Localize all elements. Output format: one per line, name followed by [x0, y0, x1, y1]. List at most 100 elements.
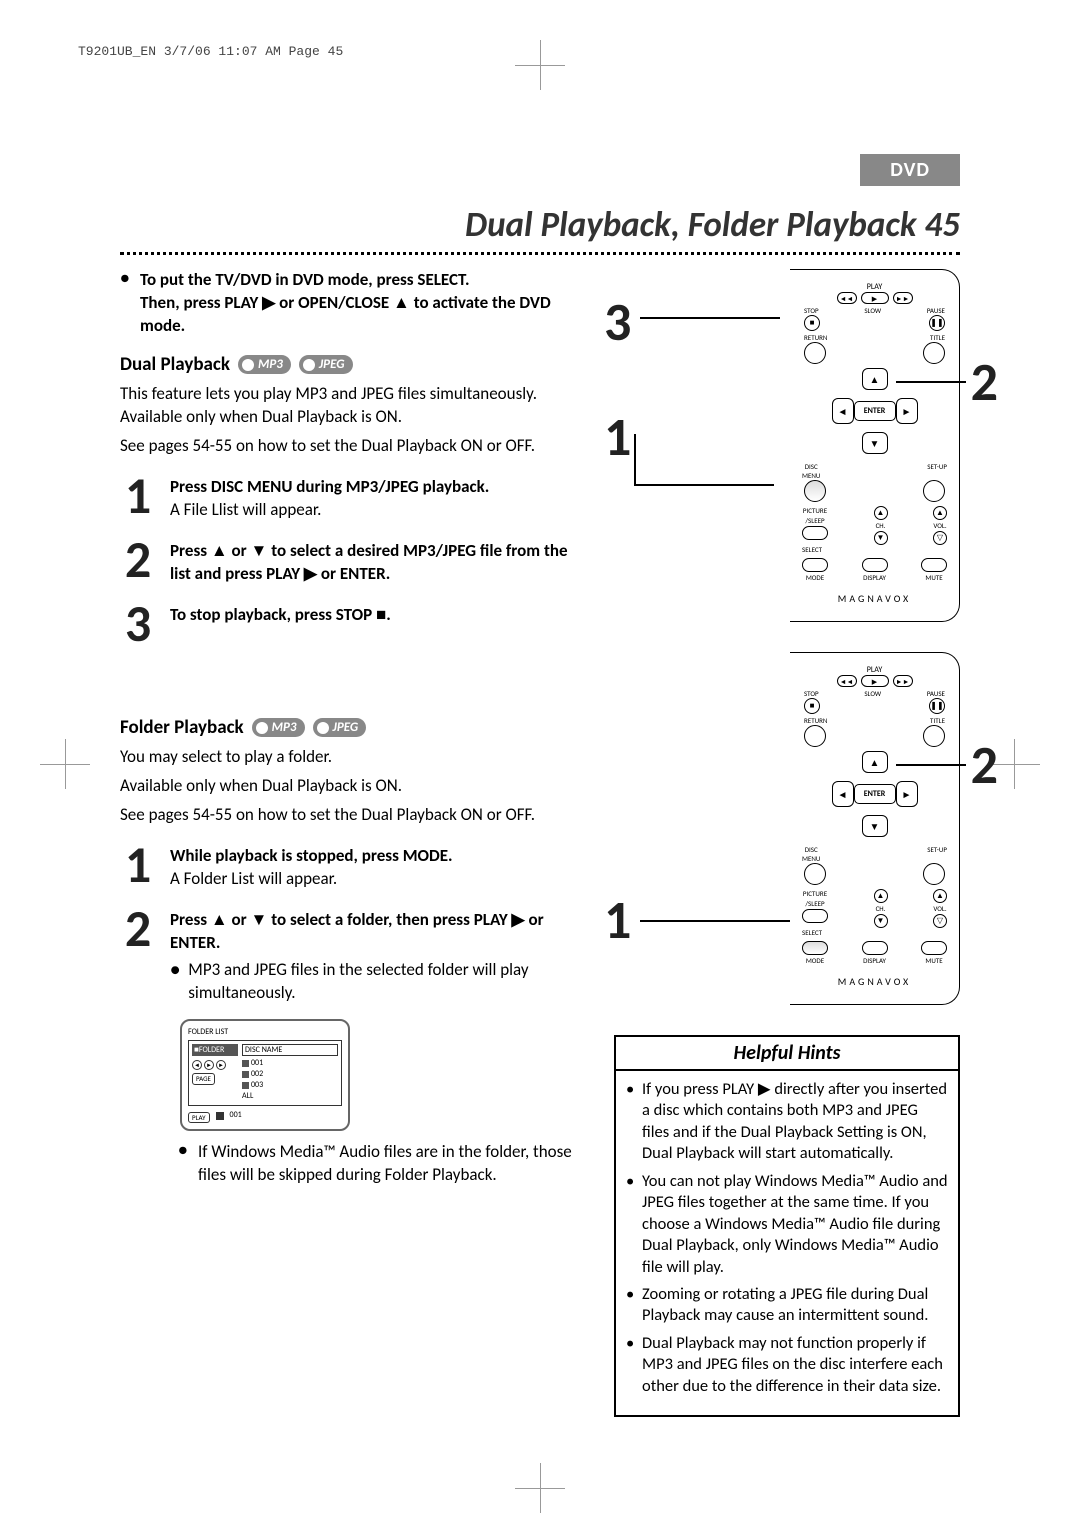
remote-setup-label: SET-UP	[927, 845, 947, 863]
folder-step-1: 1 While playback is stopped, press MODE.…	[120, 841, 590, 891]
folder-p1: You may select to play a folder.	[120, 746, 590, 769]
folder-p2: Available only when Dual Playback is ON.	[120, 775, 590, 798]
remote-ch-label: CH.	[876, 904, 886, 913]
picture-button-icon	[802, 909, 828, 923]
forward-icon: ►►	[893, 675, 913, 687]
callout-line	[640, 317, 780, 319]
callout-2: 2	[971, 732, 998, 798]
rewind-icon: ◄◄	[837, 675, 857, 687]
picture-button-icon	[802, 526, 828, 540]
vol-down-icon: ▽	[933, 914, 947, 928]
remote-select-label: SELECT	[798, 545, 951, 554]
remote-diagram-2: PLAY ◄◄ ▶ ►► STOPSLOWPAUSE ■❚❚ RETURNTIT…	[790, 652, 960, 1005]
remote-slow-label: SLOW	[864, 689, 881, 698]
page-title: Dual Playback, Folder Playback 45	[120, 186, 960, 246]
hint-item: If you press PLAY ▶ directly after you i…	[626, 1079, 948, 1165]
play-icon: ▶	[861, 292, 889, 304]
remote-pause-label: PAUSE	[927, 306, 945, 315]
folder-note: If Windows Media™ Audio files are in the…	[198, 1141, 590, 1187]
remote-menu-label: MENU	[802, 471, 820, 480]
bullet-icon: ●	[178, 1141, 190, 1187]
remote-sleep-label: /SLEEP	[805, 899, 824, 908]
remote-mode-label: MODE	[806, 956, 824, 965]
step-bold: While playback is stopped, press MODE.	[170, 845, 590, 868]
diag-row: 002	[242, 1069, 338, 1080]
callout-1: 1	[604, 404, 631, 470]
crop-mark-top	[540, 40, 541, 90]
jpeg-badge: JPEG	[299, 355, 353, 375]
bullet-icon: ●	[120, 269, 132, 338]
remote-title-label: TITLE	[930, 333, 945, 342]
intro-line2: Then, press PLAY ▶ or OPEN/CLOSE ▲ to ac…	[140, 292, 551, 336]
callout-line	[896, 764, 966, 766]
return-button-icon	[804, 725, 826, 747]
step-bold: Press ▲ or ▼ to select a desired MP3/JPE…	[170, 540, 590, 586]
mute-button-icon	[921, 558, 947, 572]
remote-brand: MAGNAVOX	[798, 975, 951, 988]
play-icon: ▶	[861, 675, 889, 687]
remote-setup-label: SET-UP	[927, 462, 947, 480]
remote-menu-label: MENU	[802, 854, 820, 863]
diag-page-btn: PAGE	[192, 1073, 215, 1084]
diag-disc-name: DISC NAME	[242, 1044, 338, 1057]
ch-down-icon: ▼	[874, 531, 888, 545]
nav-right-icon: ►	[896, 781, 918, 807]
step-number: 2	[120, 536, 156, 586]
page-number: 45	[925, 204, 960, 246]
stop-button-icon: ■	[804, 315, 820, 331]
diag-sel: 001	[230, 1110, 242, 1121]
print-header: T9201UB_EN 3/7/06 11:07 AM Page 45	[78, 44, 343, 59]
remote-pause-label: PAUSE	[927, 689, 945, 698]
dotted-rule	[120, 252, 960, 255]
vol-up-icon: ▲	[933, 889, 947, 903]
ch-up-icon: ▲	[874, 889, 888, 903]
dual-p1: This feature lets you play MP3 and JPEG …	[120, 383, 590, 429]
diag-nav-icons: ◄►►	[192, 1060, 238, 1070]
step-number: 1	[120, 841, 156, 891]
nav-up-icon: ▲	[862, 751, 888, 773]
display-button-icon	[862, 941, 888, 955]
folder-list-diagram: FOLDER LIST ■FOLDER ◄►► PAGE DISC NAME 0…	[180, 1019, 350, 1131]
diag-folder-label: ■FOLDER	[192, 1044, 238, 1057]
hints-heading: Helpful Hints	[616, 1037, 958, 1071]
remote-ch-label: CH.	[876, 521, 886, 530]
folder-heading: Folder Playback MP3 JPEG	[120, 715, 590, 741]
callout-2: 2	[971, 349, 998, 415]
step-bold: Press DISC MENU during MP3/JPEG playback…	[170, 476, 590, 499]
discmenu-button-icon	[804, 863, 826, 885]
remote-slow-label: SLOW	[864, 306, 881, 315]
diag-row: 003	[242, 1080, 338, 1091]
callout-3: 3	[604, 289, 631, 355]
remote-stop-label: STOP	[804, 689, 819, 698]
diag-row: 001	[242, 1058, 338, 1069]
callout-line	[634, 434, 636, 486]
enter-button: ENTER	[854, 401, 896, 421]
jpeg-badge: JPEG	[313, 718, 367, 738]
mode-button-icon	[802, 941, 828, 955]
title-text: Dual Playback, Folder Playback	[465, 204, 917, 246]
setup-button-icon	[923, 480, 945, 502]
hint-item: Dual Playback may not function properly …	[626, 1333, 948, 1397]
display-button-icon	[862, 558, 888, 572]
enter-button: ENTER	[854, 784, 896, 804]
mp3-badge: MP3	[252, 718, 305, 738]
remote-mute-label: MUTE	[925, 573, 942, 582]
rewind-icon: ◄◄	[837, 292, 857, 304]
diag-title: FOLDER LIST	[188, 1027, 342, 1038]
callout-line	[640, 920, 790, 922]
mode-button-icon	[802, 558, 828, 572]
remote-vol-label: VOL.	[933, 521, 946, 530]
remote-stop-label: STOP	[804, 306, 819, 315]
remote-return-label: RETURN	[804, 716, 827, 725]
section-tab: DVD	[860, 154, 960, 186]
remote-picture-label: PICTURE	[803, 506, 827, 515]
remote-picture-label: PICTURE	[803, 889, 827, 898]
ch-down-icon: ▼	[874, 914, 888, 928]
helpful-hints-box: Helpful Hints If you press PLAY ▶ direct…	[614, 1035, 960, 1417]
return-button-icon	[804, 342, 826, 364]
remote-play-label: PLAY	[798, 665, 951, 675]
dual-heading: Dual Playback MP3 JPEG	[120, 352, 590, 378]
folder-step-2: 2 Press ▲ or ▼ to select a folder, then …	[120, 905, 590, 1005]
callout-line	[896, 381, 966, 383]
pause-button-icon: ❚❚	[929, 698, 945, 714]
